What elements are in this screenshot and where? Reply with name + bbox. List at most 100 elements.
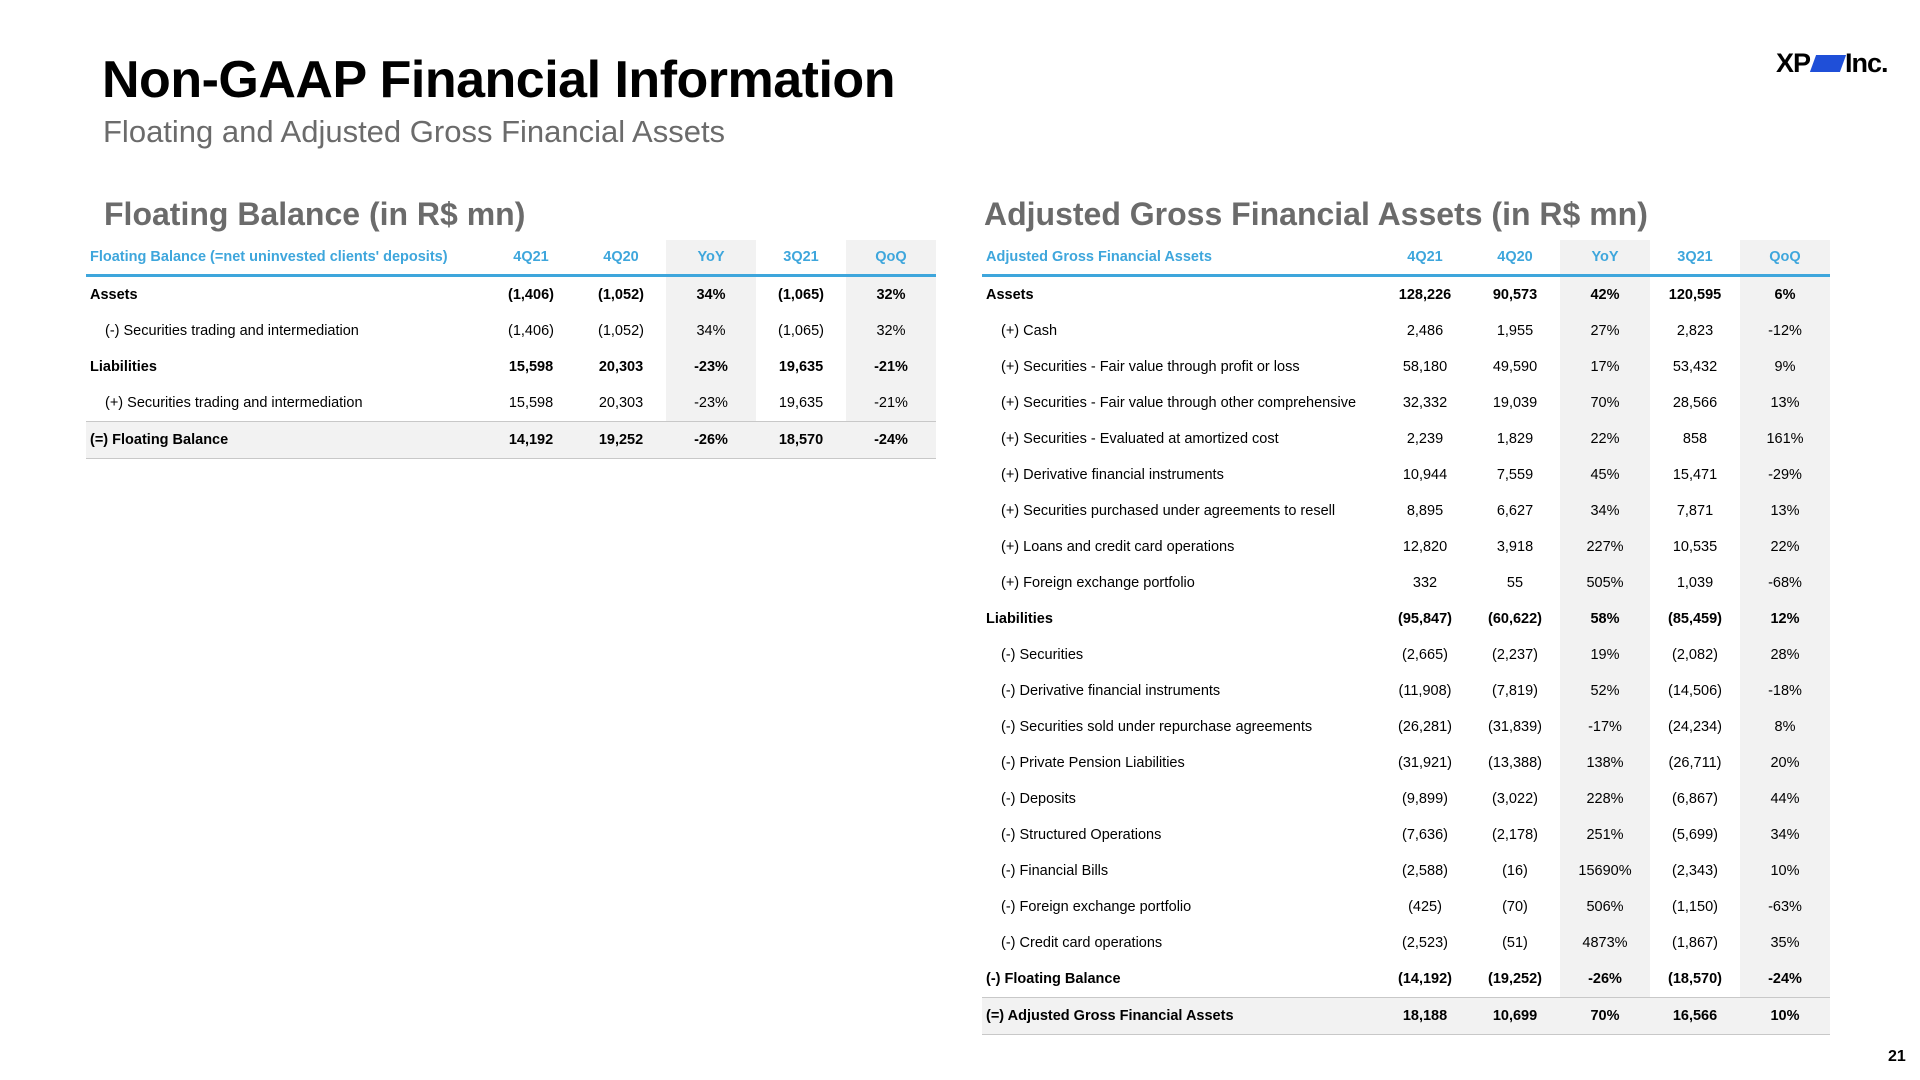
row-label: (=) Floating Balance [86,421,486,459]
table-cell: 128,226 [1398,287,1452,303]
table-cell: 2,823 [1676,323,1714,339]
table-cell: 15,598 [508,359,554,375]
table-row: (-) Financial Bills (2,588) (16) 15690% (2,3… [982,853,1830,889]
table-row: (=) Adjusted Gross Financial Assets 18,18… [982,997,1830,1035]
table-row: Assets 128,226 90,573 42% 120,595 6% [982,275,1830,313]
row-label: (+) Securities trading and intermediatio… [105,395,363,411]
table-cell: (1,052) [598,323,644,339]
row-label: (-) Structured Operations [1001,827,1162,843]
table-cell: 8% [1740,709,1830,745]
table-cell: 55 [1506,575,1524,591]
table-cell: 34% [1740,817,1830,853]
table-cell: 858 [1682,431,1708,447]
adjusted-gross-financial-assets-title: Adjusted Gross Financial Assets (in R$ m… [984,196,1648,232]
table-cell: 7,871 [1676,503,1714,519]
table-cell: 161% [1740,421,1830,457]
table-cell: 8,895 [1406,503,1444,519]
table-cell: (2,588) [1402,863,1448,879]
table-cell: 228% [1560,781,1650,817]
column-header: 4Q21 [1380,240,1470,277]
table-row: (+) Securities - Fair value through othe… [982,385,1830,421]
table-cell: 1,955 [1496,323,1534,339]
row-label: (=) Adjusted Gross Financial Assets [982,997,1380,1035]
row-label: (-) Deposits [1001,791,1076,807]
row-label: (-) Securities [1001,647,1084,663]
table-cell: (19,252) [1487,971,1542,987]
table-cell: 22% [1740,529,1830,565]
table-row: Liabilities (95,847) (60,622) 58% (85,459) 12… [982,601,1830,637]
table-cell: -23% [666,385,756,422]
row-label: Liabilities [986,611,1053,627]
table-cell: 22% [1560,421,1650,457]
table-cell: 20,303 [598,395,644,411]
table-cell: 6% [1740,275,1830,313]
table-cell: -24% [1740,961,1830,998]
table-cell: 27% [1560,313,1650,349]
table-cell: 16,566 [1650,997,1740,1035]
table-cell: (11,908) [1398,683,1452,699]
table-cell: 138% [1560,745,1650,781]
table-cell: 12% [1740,601,1830,637]
table-cell: (7,636) [1402,827,1448,843]
column-header: 4Q21 [486,240,576,277]
table-cell: 18,570 [756,421,846,459]
table-row: (-) Private Pension Liabilities (31,921) (… [982,745,1830,781]
table-cell: 6,627 [1496,503,1534,519]
xp-inc-logo: XP Inc. [1776,47,1889,78]
table-row: (+) Loans and credit card operations 12,8… [982,529,1830,565]
adjusted-gross-financial-assets-table: Adjusted Gross Financial Assets 4Q21 4Q2… [982,240,1830,1035]
table-cell: 52% [1560,673,1650,709]
table-cell: (9,899) [1402,791,1448,807]
column-header: 3Q21 [756,240,846,277]
table-cell: 90,573 [1492,287,1538,303]
table-cell: (26,711) [1668,755,1722,771]
table-cell: 58,180 [1402,359,1448,375]
table-row: (-) Floating Balance (14,192) (19,252) -26%… [982,961,1830,998]
column-header: 4Q20 [576,240,666,277]
table-cell: (2,237) [1492,647,1538,663]
column-header: YoY [1560,240,1650,277]
table-cell: 506% [1560,889,1650,925]
table-cell: (1,867) [1672,935,1718,951]
table-cell: (1,150) [1672,899,1718,915]
table-cell: (26,281) [1397,719,1452,735]
table-cell: (31,839) [1487,719,1542,735]
table-cell: 53,432 [1672,359,1718,375]
table-cell: (24,234) [1667,719,1722,735]
table-cell: 9% [1740,349,1830,385]
logo-text-left: XP [1776,47,1811,78]
row-label: (-) Financial Bills [1001,863,1109,879]
table-cell: 45% [1560,457,1650,493]
table-cell: (85,459) [1667,611,1722,627]
table-cell: 18,188 [1380,997,1470,1035]
table-cell: 1,039 [1676,575,1714,591]
table-row: Assets (1,406) (1,052) 34% (1,065) 32% [86,275,936,313]
floating-balance-table: Floating Balance (=net uninvested client… [86,240,936,459]
table-cell: (3,022) [1492,791,1538,807]
table-cell: 42% [1560,275,1650,313]
row-label: (+) Loans and credit card operations [1001,539,1235,555]
table-cell: (7,819) [1492,683,1538,699]
table-cell: 13% [1740,493,1830,529]
table-cell: (95,847) [1397,611,1452,627]
column-header: QoQ [1740,240,1830,277]
table-cell: 7,559 [1496,467,1534,483]
floating-balance-title: Floating Balance (in R$ mn) [104,196,526,232]
table-cell: 251% [1560,817,1650,853]
logo-bar-icon [1809,54,1847,72]
table-cell: 10% [1740,997,1830,1035]
table-cell: 20,303 [598,359,644,375]
row-label: (-) Securities trading and intermediatio… [105,323,359,339]
column-header: 3Q21 [1650,240,1740,277]
table-row: (-) Securities sold under repurchase agr… [982,709,1830,745]
table-cell: 34% [666,313,756,349]
table-cell: 10,699 [1470,997,1560,1035]
table-cell: -17% [1560,709,1650,745]
table-cell: (51) [1502,935,1528,951]
table-cell: 2,486 [1406,323,1444,339]
table-row: (-) Structured Operations (7,636) (2,178) 2… [982,817,1830,853]
row-label: Liabilities [90,359,157,375]
table-row: (-) Derivative financial instruments (11,… [982,673,1830,709]
row-label: (+) Securities purchased under agreement… [1001,503,1336,519]
table-cell: 32% [846,313,936,349]
